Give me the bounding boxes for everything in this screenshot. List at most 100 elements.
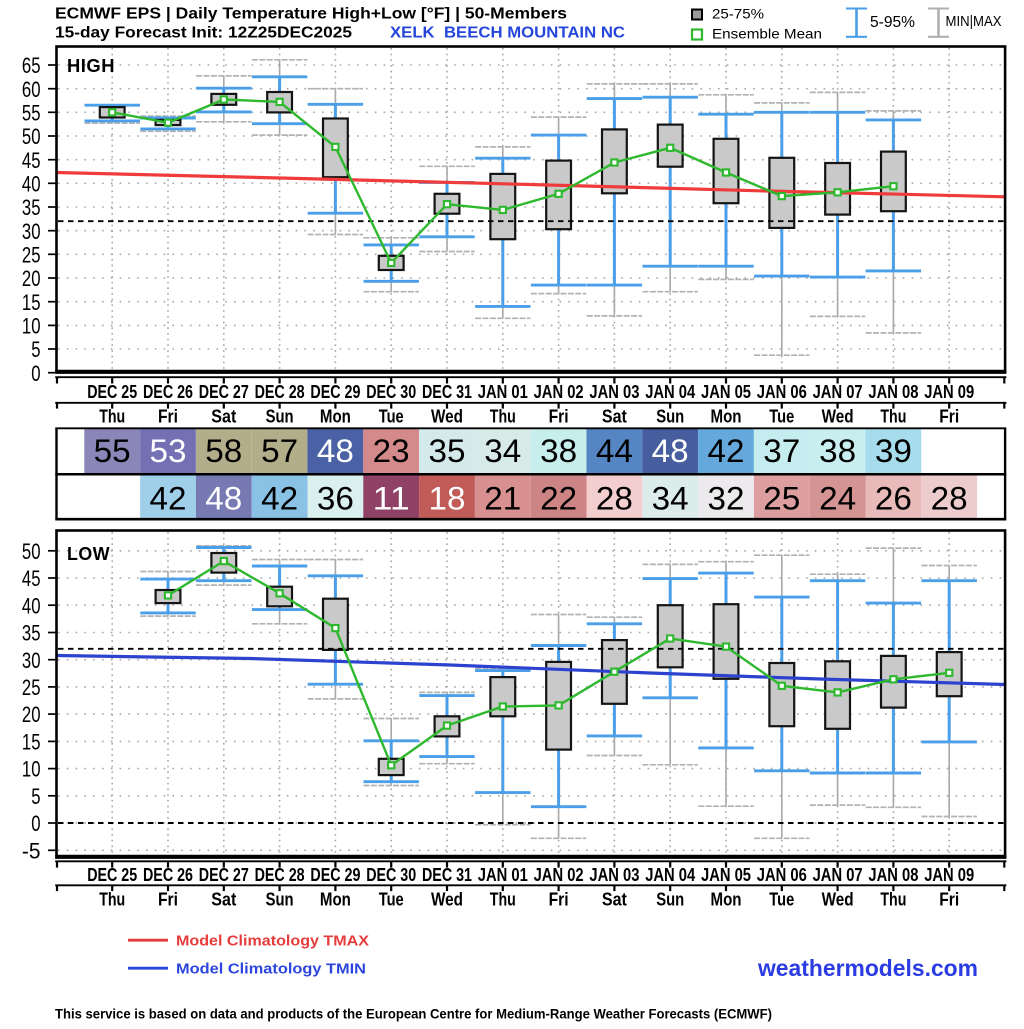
svg-text:Fri: Fri [158, 890, 178, 910]
svg-text:42: 42 [150, 481, 187, 517]
svg-text:DEC 31: DEC 31 [422, 865, 472, 885]
svg-text:38: 38 [540, 433, 577, 469]
svg-text:-5: -5 [22, 838, 41, 863]
svg-text:65: 65 [22, 53, 41, 78]
svg-text:18: 18 [429, 481, 466, 517]
svg-text:Wed: Wed [822, 407, 854, 427]
svg-text:Thu: Thu [99, 890, 125, 910]
svg-text:Tue: Tue [769, 407, 794, 427]
svg-text:Tue: Tue [379, 890, 404, 910]
svg-text:Wed: Wed [431, 890, 463, 910]
svg-text:Model Climatology TMAX: Model Climatology TMAX [176, 934, 369, 950]
svg-text:22: 22 [540, 481, 577, 517]
svg-text:5: 5 [31, 337, 40, 362]
svg-text:55: 55 [22, 100, 41, 125]
svg-text:50: 50 [22, 124, 41, 149]
svg-text:57: 57 [261, 433, 298, 469]
svg-text:LOW: LOW [67, 543, 110, 564]
svg-text:DEC 28: DEC 28 [255, 865, 305, 885]
svg-text:44: 44 [596, 433, 633, 469]
svg-text:Tue: Tue [769, 890, 794, 910]
svg-text:5: 5 [31, 784, 40, 809]
svg-text:23: 23 [373, 433, 410, 469]
svg-text:JAN 08: JAN 08 [868, 382, 918, 402]
svg-text:DEC 30: DEC 30 [366, 865, 416, 885]
svg-text:35: 35 [22, 621, 41, 646]
svg-text:JAN 04: JAN 04 [645, 382, 695, 402]
svg-text:34: 34 [484, 433, 521, 469]
svg-text:21: 21 [484, 481, 521, 517]
svg-text:10: 10 [22, 314, 41, 339]
svg-text:20: 20 [22, 702, 41, 727]
svg-text:JAN 07: JAN 07 [813, 382, 863, 402]
svg-text:JAN 02: JAN 02 [534, 865, 584, 885]
svg-text:MIN|MAX: MIN|MAX [946, 13, 1002, 30]
svg-text:40: 40 [22, 171, 41, 196]
svg-text:Ensemble Mean: Ensemble Mean [712, 25, 822, 41]
svg-text:Sat: Sat [211, 407, 236, 427]
svg-text:45: 45 [22, 566, 41, 591]
svg-text:26: 26 [875, 481, 912, 517]
svg-text:Thu: Thu [99, 407, 125, 427]
svg-text:Tue: Tue [379, 407, 404, 427]
svg-text:DEC 30: DEC 30 [366, 382, 416, 402]
svg-text:JAN 01: JAN 01 [478, 865, 528, 885]
svg-text:Mon: Mon [711, 407, 742, 427]
svg-text:11: 11 [373, 481, 410, 517]
svg-text:Sat: Sat [211, 890, 236, 910]
svg-text:Thu: Thu [880, 890, 906, 910]
svg-text:Fri: Fri [939, 407, 959, 427]
svg-text:JAN 08: JAN 08 [868, 865, 918, 885]
svg-text:JAN 03: JAN 03 [589, 382, 639, 402]
svg-text:39: 39 [875, 433, 912, 469]
svg-text:JAN 02: JAN 02 [534, 382, 584, 402]
svg-text:28: 28 [931, 481, 968, 517]
svg-text:Wed: Wed [431, 407, 463, 427]
svg-text:42: 42 [708, 433, 745, 469]
svg-text:Fri: Fri [549, 407, 569, 427]
svg-text:48: 48 [317, 433, 354, 469]
svg-text:Fri: Fri [549, 890, 569, 910]
svg-text:JAN 06: JAN 06 [757, 382, 807, 402]
svg-text:42: 42 [261, 481, 298, 517]
svg-text:HIGH: HIGH [67, 55, 115, 76]
svg-text:JAN 04: JAN 04 [645, 865, 695, 885]
svg-text:XELK BEECH MOUNTAIN NC: XELK BEECH MOUNTAIN NC [390, 25, 625, 42]
svg-text:48: 48 [652, 433, 689, 469]
svg-text:DEC 27: DEC 27 [199, 382, 249, 402]
svg-text:35: 35 [429, 433, 466, 469]
svg-text:25: 25 [763, 481, 800, 517]
svg-text:Sun: Sun [656, 890, 684, 910]
svg-text:15: 15 [22, 730, 41, 755]
svg-text:DEC 26: DEC 26 [143, 865, 193, 885]
svg-text:25: 25 [22, 242, 41, 267]
svg-text:Sun: Sun [266, 890, 294, 910]
svg-text:JAN 07: JAN 07 [813, 865, 863, 885]
svg-text:Sat: Sat [602, 890, 627, 910]
svg-text:28: 28 [596, 481, 633, 517]
svg-text:53: 53 [150, 433, 187, 469]
svg-text:48: 48 [205, 481, 242, 517]
svg-text:15-day Forecast Init: 12Z25DEC: 15-day Forecast Init: 12Z25DEC2025 [55, 25, 352, 42]
svg-text:JAN 05: JAN 05 [701, 865, 751, 885]
svg-text:25: 25 [22, 675, 41, 700]
svg-text:35: 35 [22, 195, 41, 220]
svg-text:Mon: Mon [711, 890, 742, 910]
svg-text:Mon: Mon [320, 407, 351, 427]
svg-text:30: 30 [22, 648, 41, 673]
svg-text:40: 40 [22, 593, 41, 618]
svg-text:JAN 06: JAN 06 [757, 865, 807, 885]
svg-text:Sat: Sat [602, 407, 627, 427]
svg-text:weathermodels.com: weathermodels.com [757, 955, 978, 981]
svg-text:Thu: Thu [490, 407, 516, 427]
svg-text:JAN 05: JAN 05 [701, 382, 751, 402]
svg-text:45: 45 [22, 148, 41, 173]
svg-text:Mon: Mon [320, 890, 351, 910]
svg-text:0: 0 [31, 811, 40, 836]
svg-text:DEC 27: DEC 27 [199, 865, 249, 885]
svg-text:DEC 26: DEC 26 [143, 382, 193, 402]
svg-text:30: 30 [22, 219, 41, 244]
svg-text:10: 10 [22, 757, 41, 782]
svg-text:This service is based on data: This service is based on data and produc… [55, 1007, 772, 1022]
svg-text:Thu: Thu [880, 407, 906, 427]
